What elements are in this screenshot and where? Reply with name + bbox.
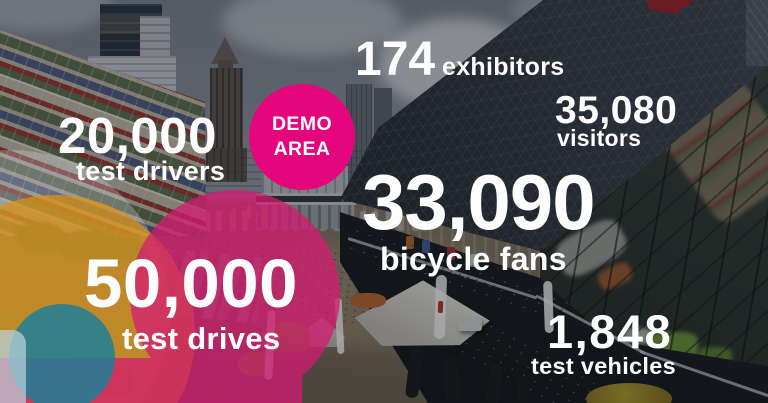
stat-bicycle-fans-label: bicycle fans [380,241,567,277]
stat-visitors-label: visitors [557,125,642,151]
stat-visitors-value: 35,080 [555,89,678,132]
hall-corner-highlight [746,0,768,66]
badge-line2: AREA [273,138,331,160]
badge-line1: DEMO [271,113,333,135]
light-blue-overlay [0,330,26,403]
stat-bicycle-fans-value: 33,090 [362,158,596,246]
yellow-umbrella [586,383,672,403]
stat-test-drives-value: 50,000 [84,245,299,322]
stat-test-drivers-label: test drivers [76,156,226,186]
storefront-banner [470,254,478,267]
messeturm-neck [218,60,233,70]
cloud [222,0,402,56]
storefront-banner [447,247,455,260]
orange-tent [350,293,386,308]
stat-exhibitors-label: exhibitors [442,53,565,81]
white-van [458,318,482,331]
stat-test-drivers-value: 20,000 [58,107,217,164]
messeturm-base [206,148,247,182]
stat-exhibitors-value: 174 [355,33,436,86]
skywalk-glass-band [256,196,356,202]
stat-test-vehicles-label: test vehicles [531,353,676,379]
demo-area-badge: DEMO AREA [249,84,355,190]
stat-test-vehicles-value: 1,848 [547,305,673,358]
teal-circle-overlay [9,304,115,403]
stat-test-drives-label: test drives [122,321,281,356]
messeturm-tower [210,68,243,150]
